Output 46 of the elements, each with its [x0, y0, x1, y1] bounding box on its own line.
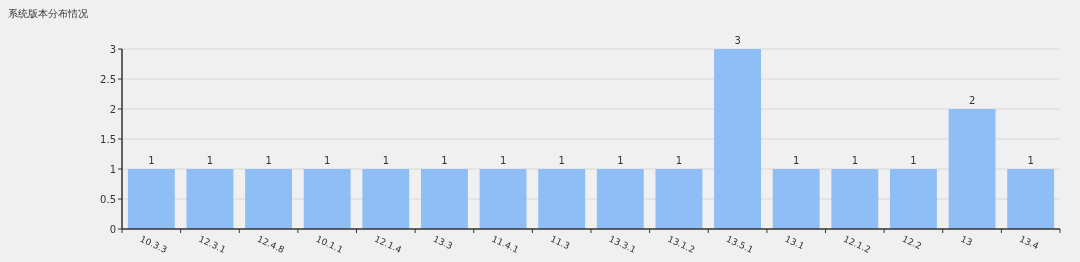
x-tick-label: 12.2 [900, 233, 923, 252]
data-label: 1 [206, 155, 214, 166]
bar [303, 169, 351, 229]
bar [127, 169, 175, 229]
bar [1007, 169, 1055, 229]
x-tick-label: 13.3 [431, 233, 454, 252]
y-tick-label: 0 [109, 223, 116, 235]
data-label: 1 [382, 155, 389, 166]
data-label: 1 [499, 155, 507, 166]
y-tick-label: 0.5 [100, 193, 116, 205]
bar [538, 169, 586, 229]
data-label: 1 [675, 155, 683, 166]
x-tick-label: 11.3 [548, 233, 572, 252]
data-label: 1 [910, 155, 917, 166]
data-label: 1 [148, 155, 155, 166]
bar [479, 169, 527, 229]
x-tick-label: 13.1 [783, 233, 806, 252]
data-label: 1 [1027, 155, 1034, 166]
bar [889, 169, 937, 229]
data-label: 1 [793, 155, 800, 166]
title: 系统版本分布情况 [8, 8, 88, 19]
bar [831, 169, 879, 229]
bar [362, 169, 410, 229]
y-tick-label: 1 [109, 163, 116, 175]
data-label: 1 [265, 155, 272, 166]
y-tick-label: 1.5 [100, 133, 116, 145]
data-label: 1 [851, 155, 858, 166]
bar [420, 169, 468, 229]
x-tick-label: 13 [959, 233, 974, 248]
y-tick-label: 2 [109, 103, 116, 115]
y-tick-label: 2.5 [100, 73, 116, 85]
data-label: 1 [558, 155, 565, 166]
bar [655, 169, 703, 229]
bar [772, 169, 820, 229]
bar [186, 169, 234, 229]
x-tick-label: 13.4 [1017, 233, 1041, 252]
bar [245, 169, 293, 229]
bar [948, 109, 996, 229]
data-label: 1 [617, 155, 624, 166]
bar [596, 169, 644, 229]
y-tick-label: 3 [109, 43, 116, 55]
bar [714, 49, 762, 229]
data-label: 1 [441, 155, 448, 166]
data-label: 2 [968, 95, 976, 106]
data-label: 3 [734, 35, 741, 46]
data-label: 1 [324, 155, 331, 166]
